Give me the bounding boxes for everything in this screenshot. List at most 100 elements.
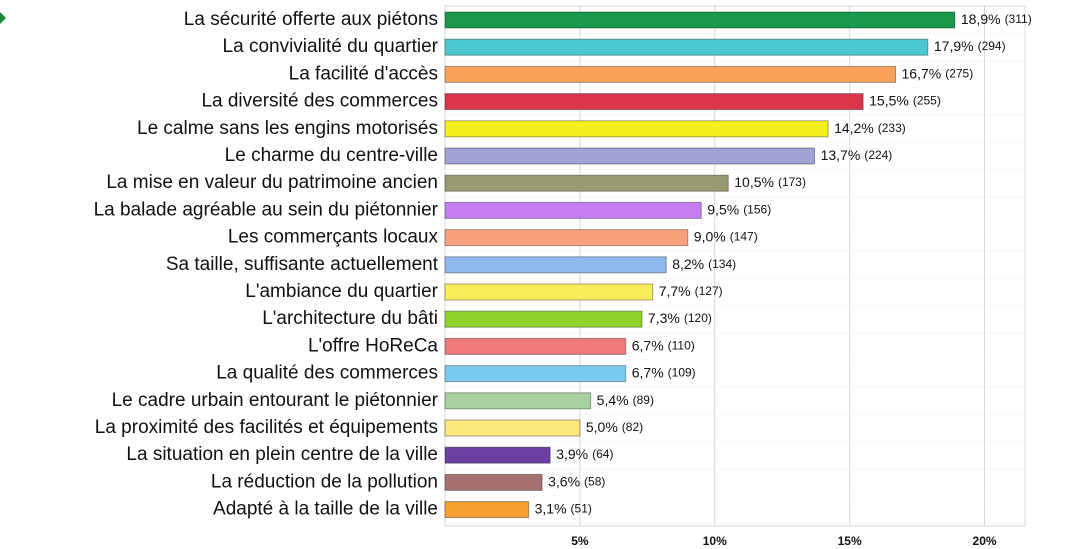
bar [444,11,956,29]
value-count: (58) [584,475,605,489]
value-label: 7,3% (120) [648,310,712,326]
x-tick-label: 5% [571,534,589,548]
value-percent: 18,9% [961,11,1001,27]
value-percent: 3,1% [535,500,567,516]
value-count: (224) [864,148,892,162]
value-label: 6,7% (110) [632,337,695,353]
value-label: 18,9% (311) [961,11,1032,27]
bar [444,446,551,464]
bar [444,229,689,247]
value-count: (110) [668,339,695,353]
value-label: 7,7% (127) [659,283,723,299]
value-count: (255) [913,94,941,108]
y-tick-label: Le charme du centre-ville [225,145,438,166]
value-label: 3,6% (58) [548,473,605,489]
value-percent: 9,5% [707,201,739,217]
value-count: (120) [684,311,712,325]
y-tick-label: La proximité des facilités et équipement… [95,417,438,438]
value-percent: 6,7% [632,364,664,380]
y-tick-label: L'offre HoReCa [308,335,438,356]
y-tick-label: La diversité des commerces [201,91,438,112]
value-count: (147) [730,230,758,244]
value-count: (134) [708,257,736,271]
value-count: (51) [571,502,592,516]
value-label: 3,9% (64) [556,446,613,462]
value-count: (127) [695,284,723,298]
y-tick-label: La qualité des commerces [216,363,438,384]
value-label: 9,5% (156) [707,201,771,217]
value-count: (82) [622,420,643,434]
value-label: 3,1% (51) [535,500,592,516]
bar [444,337,627,355]
marker-icon [0,12,6,24]
bar [444,501,530,519]
x-tick-label: 20% [973,534,997,548]
value-label: 6,7% (109) [632,364,696,380]
value-percent: 6,7% [632,337,664,353]
value-label: 14,2% (233) [834,120,906,136]
value-percent: 5,4% [597,392,629,408]
value-count: (64) [592,447,613,461]
value-percent: 10,5% [734,174,774,190]
bar [444,392,592,410]
x-tick-label: 15% [838,534,862,548]
value-percent: 17,9% [934,38,974,54]
y-tick-label: La situation en plein centre de la ville [126,444,438,465]
y-tick-label: La facilité d'accès [289,63,438,84]
value-count: (156) [743,203,771,217]
value-label: 5,4% (89) [597,392,654,408]
value-percent: 8,2% [672,256,704,272]
y-tick-label: La sécurité offerte aux piétons [184,9,438,30]
bar [444,473,543,491]
value-label: 15,5% (255) [869,92,941,108]
bar [444,93,864,111]
bar [444,256,667,274]
value-count: (311) [1005,12,1032,26]
y-tick-label: La mise en valeur du patrimoine ancien [106,172,438,193]
bar [444,201,702,219]
bar [444,174,729,192]
y-tick-label: Le cadre urbain entourant le piétonnier [112,390,439,411]
value-label: 5,0% (82) [586,419,643,435]
y-tick-label: Adapté à la taille de la ville [213,499,438,520]
y-tick-label: Le calme sans les engins motorisés [137,118,438,139]
value-label: 17,9% (294) [934,38,1006,54]
bar [444,65,897,83]
x-tick-label: 10% [703,534,727,548]
value-label: 9,0% (147) [694,228,758,244]
bar [444,283,654,301]
value-percent: 3,9% [556,446,588,462]
value-percent: 3,6% [548,473,580,489]
value-percent: 9,0% [694,228,726,244]
bar [444,419,581,437]
y-tick-label: Sa taille, suffisante actuellement [166,254,439,275]
value-label: 16,7% (275) [902,65,974,81]
value-percent: 15,5% [869,92,909,108]
y-tick-label: La balade agréable au sein du piétonnier [94,199,439,220]
bar [444,38,929,56]
y-tick-label: La convivialité du quartier [223,36,439,57]
bar [444,120,829,138]
value-count: (89) [633,393,654,407]
value-percent: 14,2% [834,120,874,136]
y-tick-label: L'ambiance du quartier [245,281,438,302]
value-percent: 7,7% [659,283,691,299]
y-tick-label: Les commerçants locaux [228,227,439,248]
bar [444,365,627,383]
value-label: 8,2% (134) [672,256,736,272]
value-percent: 13,7% [821,147,861,163]
value-label: 13,7% (224) [821,147,893,163]
value-count: (109) [668,366,696,380]
bar [444,310,643,328]
value-count: (173) [778,175,806,189]
value-count: (233) [878,121,906,135]
value-percent: 5,0% [586,419,618,435]
value-label: 10,5% (173) [734,174,806,190]
value-percent: 7,3% [648,310,680,326]
bar [444,147,816,165]
value-percent: 16,7% [902,65,942,81]
y-tick-label: La réduction de la pollution [211,471,438,492]
value-count: (275) [945,67,973,81]
value-count: (294) [978,39,1006,53]
